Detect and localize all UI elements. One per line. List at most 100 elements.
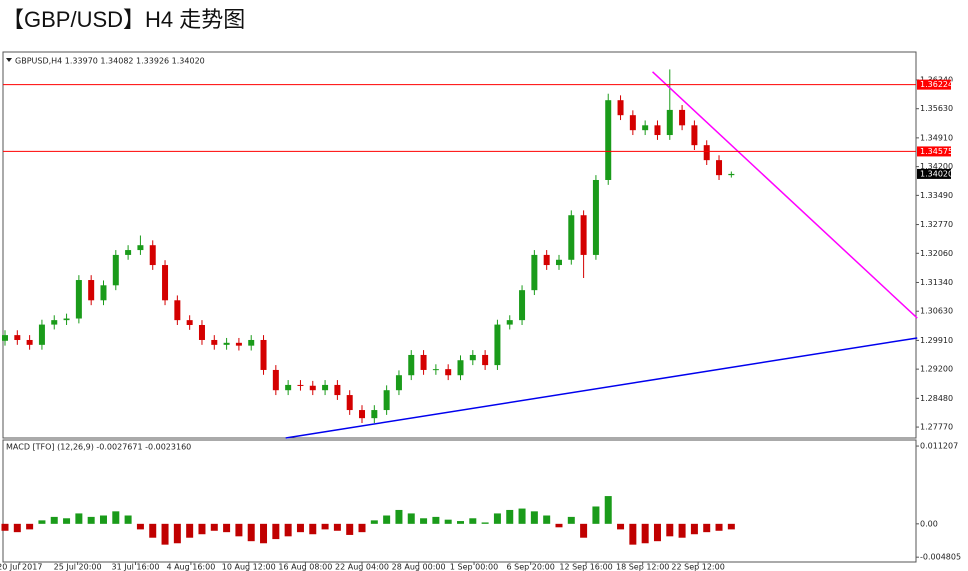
macd-bar <box>333 523 341 531</box>
macd-bar <box>296 523 304 533</box>
macd-bar <box>370 520 378 524</box>
macd-bar <box>666 523 674 537</box>
candle-body <box>445 369 452 376</box>
macd-bar <box>555 523 563 528</box>
candle-body <box>186 320 193 325</box>
price-label: 1.34020 <box>920 169 953 178</box>
main-panel <box>2 51 917 439</box>
candle-body <box>223 342 230 345</box>
candle-body <box>75 280 82 319</box>
candle-body <box>605 100 612 180</box>
y-tick-label: 1.33490 <box>920 191 953 200</box>
y-tick-label: 1.31340 <box>920 278 953 287</box>
candle-body <box>198 324 205 340</box>
x-tick-label: 12 Sep 16:00 <box>559 563 612 571</box>
price-label-box <box>917 79 951 90</box>
macd-bar <box>99 515 107 524</box>
y-tick-label: 1.29910 <box>920 336 953 345</box>
macd-bar <box>198 523 206 535</box>
macd-bar <box>186 523 194 538</box>
candle-body <box>666 109 673 136</box>
main-header: GBPUSD,H4 1.33970 1.34082 1.33926 1.3402… <box>15 57 205 66</box>
macd-bar <box>26 523 34 530</box>
y-tick-label: 1.34200 <box>920 162 953 171</box>
macd-bar <box>383 515 391 524</box>
candle-body <box>211 339 218 345</box>
macd-bar <box>346 523 354 535</box>
macd-bar <box>543 515 551 524</box>
macd-bar <box>87 516 95 524</box>
candle-body <box>703 145 710 161</box>
candle-body <box>469 354 476 361</box>
candle-body <box>346 395 353 411</box>
candle-body <box>716 160 723 176</box>
macd-bar <box>309 523 317 535</box>
candle-body <box>26 339 33 345</box>
macd-bar <box>38 520 46 524</box>
macd-bar <box>432 516 440 524</box>
x-tick-label: 28 Aug 00:00 <box>392 563 446 571</box>
macd-bar <box>678 523 686 538</box>
candle-body <box>371 410 378 419</box>
macd-bar <box>469 518 477 524</box>
macd-bar <box>112 511 120 524</box>
macd-bar <box>506 509 514 524</box>
y-tick-label: 0.00 <box>920 519 938 528</box>
price-label-box <box>917 168 951 179</box>
x-tick-label: 31 Jul 16:00 <box>112 563 160 571</box>
macd-panel <box>2 439 917 563</box>
candle-body <box>531 254 538 291</box>
macd-bar <box>420 518 428 524</box>
y-tick-label: 1.30630 <box>920 307 953 316</box>
macd-bar <box>444 519 452 524</box>
x-tick-label: 4 Aug 16:00 <box>166 563 215 571</box>
candle-body <box>38 324 45 345</box>
candle-body <box>543 254 550 266</box>
candle-body <box>617 100 624 116</box>
macd-bar <box>629 523 637 545</box>
macd-bar <box>136 523 144 530</box>
candle-body <box>174 300 181 321</box>
macd-bar <box>703 523 711 533</box>
macd-bar <box>321 523 329 530</box>
y-tick-label: 1.28480 <box>920 394 953 403</box>
candle-body <box>51 320 58 325</box>
candle-body <box>629 115 636 131</box>
candle-body <box>14 335 21 340</box>
y-tick-label: 1.27770 <box>920 423 953 432</box>
x-tick-label: 1 Sep 00:00 <box>450 563 498 571</box>
candle-body <box>248 339 255 346</box>
y-tick-label: 1.32770 <box>920 220 953 229</box>
trendline <box>285 337 918 439</box>
candle-body <box>359 410 366 419</box>
macd-bar <box>530 511 538 524</box>
candle-body <box>88 280 95 301</box>
x-tick-label: 20 Jul 2017 <box>0 563 42 571</box>
candle-body <box>322 384 329 391</box>
candle-body <box>580 215 587 255</box>
price-label: 1.36224 <box>920 80 953 89</box>
macd-bar <box>653 523 661 542</box>
candle-body <box>420 354 427 370</box>
candle-body <box>568 215 575 260</box>
page-title: 【GBP/USD】H4 走势图 <box>2 7 246 32</box>
candle-body <box>592 179 599 255</box>
candle-body <box>260 339 267 370</box>
price-label: 1.34575 <box>920 147 953 156</box>
candle-body <box>457 360 464 376</box>
candle-body <box>162 265 169 301</box>
macd-bar <box>161 523 169 545</box>
candle-body <box>125 250 132 255</box>
y-tick-label: 1.32060 <box>920 249 953 258</box>
macd-bar <box>223 523 231 533</box>
macd-bar <box>727 523 735 530</box>
x-tick-label: 22 Aug 04:00 <box>335 563 389 571</box>
candle-body <box>297 384 304 386</box>
macd-bar <box>567 516 575 524</box>
macd-bar <box>493 513 501 524</box>
y-tick-label: 0.011207 <box>920 442 958 451</box>
y-tick-label: 1.34910 <box>920 133 953 142</box>
candle-body <box>432 369 439 371</box>
candle-body <box>100 285 107 301</box>
